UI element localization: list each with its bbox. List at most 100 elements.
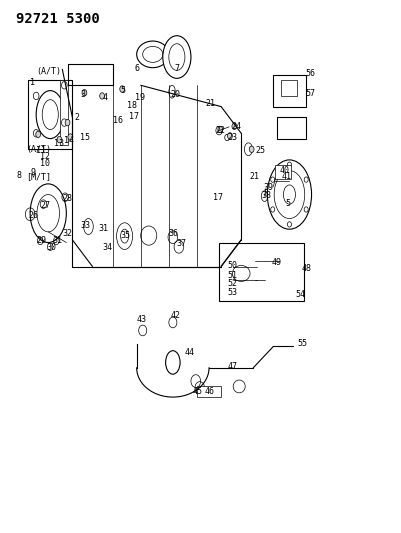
Ellipse shape bbox=[116, 223, 132, 249]
Ellipse shape bbox=[33, 92, 39, 100]
Ellipse shape bbox=[82, 90, 87, 96]
Text: 4: 4 bbox=[102, 93, 107, 101]
Text: 52: 52 bbox=[227, 279, 237, 288]
Text: 3: 3 bbox=[80, 91, 85, 99]
Ellipse shape bbox=[270, 177, 274, 182]
Text: 17: 17 bbox=[128, 112, 138, 120]
Ellipse shape bbox=[65, 119, 70, 126]
Ellipse shape bbox=[57, 136, 62, 143]
Ellipse shape bbox=[68, 134, 73, 140]
Ellipse shape bbox=[162, 36, 190, 78]
Text: 34: 34 bbox=[102, 243, 112, 252]
Text: 43: 43 bbox=[136, 316, 146, 324]
Ellipse shape bbox=[61, 82, 67, 89]
Ellipse shape bbox=[140, 226, 156, 245]
Text: 1: 1 bbox=[30, 78, 35, 87]
Ellipse shape bbox=[168, 85, 175, 98]
Ellipse shape bbox=[270, 207, 274, 212]
Text: 48: 48 bbox=[301, 264, 311, 273]
Text: 50: 50 bbox=[227, 261, 237, 270]
Bar bbox=[281, 80, 297, 96]
Text: 31: 31 bbox=[98, 224, 108, 232]
Text: 24: 24 bbox=[231, 123, 241, 131]
Text: 29: 29 bbox=[36, 237, 46, 245]
Text: 44: 44 bbox=[184, 349, 194, 357]
Text: 26: 26 bbox=[28, 212, 38, 220]
Text: 35: 35 bbox=[120, 231, 130, 240]
Text: 32: 32 bbox=[62, 229, 72, 238]
Ellipse shape bbox=[287, 162, 291, 167]
Text: 20: 20 bbox=[170, 91, 180, 99]
Text: 38: 38 bbox=[261, 191, 271, 199]
Text: (A/T): (A/T) bbox=[26, 145, 51, 154]
Text: 47: 47 bbox=[227, 362, 237, 371]
Text: 17: 17 bbox=[213, 193, 223, 201]
Text: 37: 37 bbox=[176, 239, 186, 247]
Text: 14: 14 bbox=[64, 136, 74, 145]
Text: 5: 5 bbox=[285, 199, 290, 208]
Ellipse shape bbox=[244, 143, 252, 156]
Text: 40: 40 bbox=[279, 166, 289, 175]
Text: 8: 8 bbox=[16, 172, 21, 180]
Ellipse shape bbox=[231, 123, 236, 130]
Ellipse shape bbox=[36, 131, 41, 138]
Text: 46: 46 bbox=[205, 387, 215, 395]
Ellipse shape bbox=[165, 351, 180, 374]
Text: 10: 10 bbox=[40, 159, 50, 168]
Ellipse shape bbox=[287, 222, 291, 227]
Text: 11: 11 bbox=[36, 146, 46, 155]
Text: 18: 18 bbox=[126, 101, 136, 110]
Text: 45: 45 bbox=[192, 387, 203, 395]
Ellipse shape bbox=[36, 91, 64, 139]
Text: 21: 21 bbox=[205, 99, 215, 108]
Text: 41: 41 bbox=[281, 173, 291, 181]
Ellipse shape bbox=[33, 130, 39, 137]
Text: 6: 6 bbox=[134, 64, 139, 72]
Text: 28: 28 bbox=[62, 194, 72, 203]
Bar bbox=[275, 165, 291, 179]
Text: 31: 31 bbox=[52, 237, 62, 245]
Text: 22: 22 bbox=[215, 126, 225, 134]
Text: 55: 55 bbox=[297, 339, 307, 348]
Text: 12: 12 bbox=[40, 152, 50, 161]
Text: 54: 54 bbox=[295, 290, 305, 298]
Bar bbox=[196, 386, 221, 397]
Bar bbox=[219, 243, 303, 301]
Text: 16: 16 bbox=[112, 116, 122, 125]
Text: 23: 23 bbox=[227, 133, 237, 142]
Text: 7: 7 bbox=[174, 64, 179, 72]
Text: 5: 5 bbox=[120, 86, 125, 95]
Text: 27: 27 bbox=[40, 201, 50, 210]
Text: 30: 30 bbox=[46, 243, 56, 252]
Bar bbox=[273, 75, 305, 107]
Text: 2: 2 bbox=[74, 113, 79, 122]
Text: 39: 39 bbox=[263, 183, 273, 192]
Bar bbox=[28, 80, 72, 149]
Ellipse shape bbox=[99, 93, 104, 99]
Text: 53: 53 bbox=[227, 288, 237, 296]
Text: 42: 42 bbox=[170, 311, 180, 320]
Text: 9: 9 bbox=[30, 168, 35, 176]
Text: 36: 36 bbox=[168, 229, 178, 238]
Text: 56: 56 bbox=[305, 69, 315, 78]
Ellipse shape bbox=[304, 177, 308, 182]
Bar bbox=[60, 80, 68, 145]
Text: [M/T]: [M/T] bbox=[26, 173, 51, 181]
Ellipse shape bbox=[267, 160, 311, 229]
Text: 21: 21 bbox=[249, 173, 259, 181]
Text: (A/T): (A/T) bbox=[36, 68, 61, 76]
Text: 92721 5300: 92721 5300 bbox=[16, 12, 99, 26]
Ellipse shape bbox=[227, 133, 232, 139]
Text: 13: 13 bbox=[54, 140, 64, 148]
Text: 49: 49 bbox=[271, 258, 281, 266]
Text: 15: 15 bbox=[80, 133, 90, 142]
Text: 57: 57 bbox=[305, 90, 315, 98]
Bar bbox=[277, 117, 305, 139]
Ellipse shape bbox=[136, 41, 168, 68]
Text: 19: 19 bbox=[134, 93, 144, 101]
Ellipse shape bbox=[217, 126, 222, 133]
Ellipse shape bbox=[30, 184, 66, 243]
Text: 51: 51 bbox=[227, 271, 237, 279]
Ellipse shape bbox=[119, 86, 124, 92]
Text: 25: 25 bbox=[255, 146, 265, 155]
